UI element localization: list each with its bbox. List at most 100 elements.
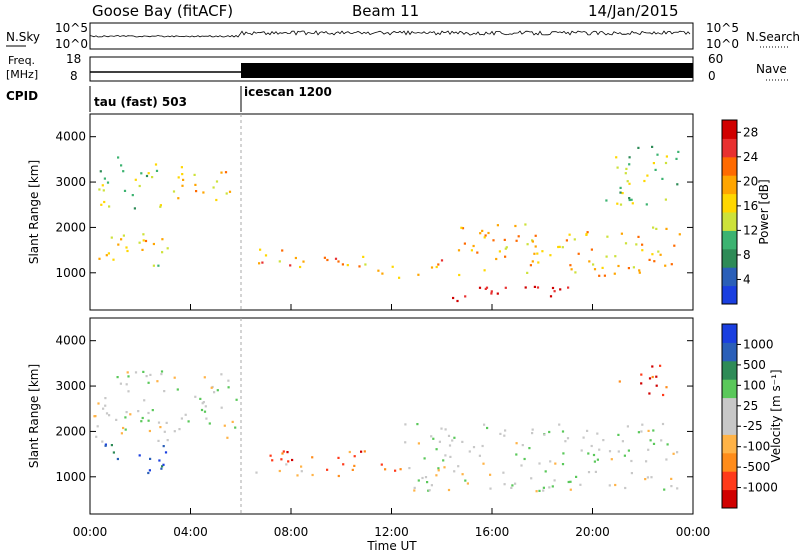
- data-cell: [159, 205, 162, 208]
- data-cell: [358, 265, 361, 268]
- data-cell: [148, 429, 151, 433]
- data-cell: [210, 386, 213, 389]
- data-cell: [648, 377, 652, 380]
- data-cell: [665, 458, 668, 461]
- data-cell: [143, 399, 146, 402]
- colorbar-swatch: [722, 360, 737, 380]
- data-cell: [452, 296, 455, 300]
- data-cell: [618, 380, 621, 383]
- data-cell: [120, 164, 123, 167]
- data-cell: [496, 292, 499, 295]
- data-cell: [631, 202, 634, 205]
- data-cell: [492, 239, 495, 242]
- data-cell: [464, 479, 467, 482]
- freq-left-tick-top: 18: [66, 52, 81, 66]
- data-cell: [461, 473, 464, 476]
- data-cell: [565, 239, 568, 242]
- data-cell: [666, 443, 669, 446]
- data-cell: [590, 248, 593, 251]
- data-cell: [651, 365, 654, 368]
- data-cell: [561, 463, 565, 466]
- data-cell: [282, 450, 285, 453]
- data-cell: [163, 390, 166, 393]
- data-cell: [124, 416, 127, 419]
- data-cell: [103, 177, 106, 180]
- data-cell: [104, 397, 107, 400]
- data-cell: [582, 436, 585, 439]
- data-cell: [514, 224, 517, 228]
- data-cell: [535, 490, 538, 493]
- power-y-ticks: 1000 2000 3000 4000: [55, 130, 693, 280]
- data-cell: [617, 433, 620, 436]
- data-cell: [628, 197, 631, 200]
- data-cell: [98, 257, 101, 260]
- data-cell: [125, 411, 128, 414]
- data-cell: [621, 440, 624, 443]
- data-cell: [628, 182, 631, 185]
- data-cell: [553, 479, 556, 482]
- data-cell: [458, 273, 461, 277]
- noise-left-label: N.Sky: [6, 30, 40, 44]
- data-cell: [408, 467, 411, 470]
- data-cell: [165, 421, 168, 424]
- data-cell: [97, 402, 100, 405]
- data-cell: [147, 381, 150, 384]
- data-cell: [637, 235, 640, 238]
- noise-panel-frame: [89, 22, 694, 50]
- data-cell: [413, 486, 416, 489]
- data-cell: [650, 476, 653, 479]
- data-cell: [645, 203, 648, 206]
- data-cell: [672, 452, 675, 455]
- data-cell: [651, 145, 654, 148]
- data-cell: [205, 417, 208, 420]
- data-cell: [641, 423, 644, 426]
- data-cell: [627, 449, 630, 452]
- data-cell: [531, 428, 534, 431]
- data-cell: [435, 474, 438, 477]
- colorbar-tick-label: 4: [743, 272, 751, 286]
- data-cell: [278, 260, 281, 263]
- data-cell: [676, 183, 679, 186]
- data-cell: [341, 263, 344, 266]
- data-cell: [482, 462, 485, 465]
- data-cell: [596, 432, 599, 435]
- data-cell: [234, 426, 237, 429]
- data-cell: [483, 236, 486, 239]
- data-cell: [362, 255, 365, 258]
- y-tick-label: 4000: [55, 130, 86, 144]
- data-cell: [624, 242, 628, 245]
- radar-title: Goose Bay (fitACF): [92, 2, 233, 20]
- data-cell: [163, 430, 166, 433]
- data-cell: [147, 471, 150, 475]
- data-cell: [427, 489, 430, 492]
- data-cell: [149, 373, 152, 376]
- data-cell: [580, 449, 583, 452]
- data-cell: [570, 268, 573, 271]
- data-cell: [212, 186, 215, 189]
- data-cell: [664, 264, 667, 267]
- noise-left-tick-top: 10^5: [55, 21, 88, 35]
- data-cell: [444, 428, 447, 431]
- data-cell: [675, 157, 678, 160]
- noise-right-label: N.Search: [746, 30, 800, 44]
- data-cell: [220, 373, 223, 376]
- data-cell: [195, 190, 198, 193]
- data-cell: [670, 477, 673, 480]
- data-cell: [194, 183, 197, 186]
- noise-right-tick-bottom: 10^0: [706, 37, 739, 51]
- data-cell: [464, 295, 467, 298]
- x-tick-label: 16:00: [475, 525, 510, 539]
- data-cell: [199, 397, 202, 400]
- nave-band: [241, 63, 693, 78]
- data-cell: [478, 286, 482, 289]
- data-cell: [484, 234, 487, 237]
- data-cell: [495, 257, 498, 261]
- data-cell: [124, 428, 127, 431]
- data-cell: [662, 393, 665, 397]
- y-tick-label: 3000: [55, 379, 86, 393]
- data-cell: [147, 172, 150, 175]
- data-cell: [621, 192, 624, 195]
- data-cell: [605, 199, 608, 202]
- data-cell: [149, 457, 152, 460]
- data-cell: [533, 285, 536, 288]
